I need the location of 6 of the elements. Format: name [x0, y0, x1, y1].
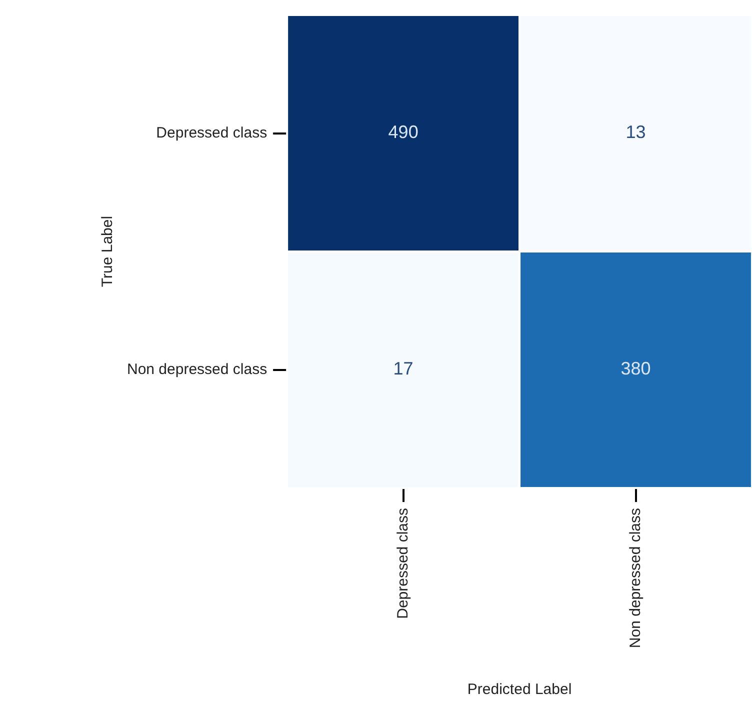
x-axis-title: Predicted Label	[467, 681, 572, 698]
data-label: 13	[626, 122, 646, 142]
data-label: 490	[388, 122, 418, 142]
y-axis-title: True Label	[99, 216, 116, 288]
data-label: 17	[393, 358, 414, 379]
data-label: 380	[620, 358, 651, 379]
